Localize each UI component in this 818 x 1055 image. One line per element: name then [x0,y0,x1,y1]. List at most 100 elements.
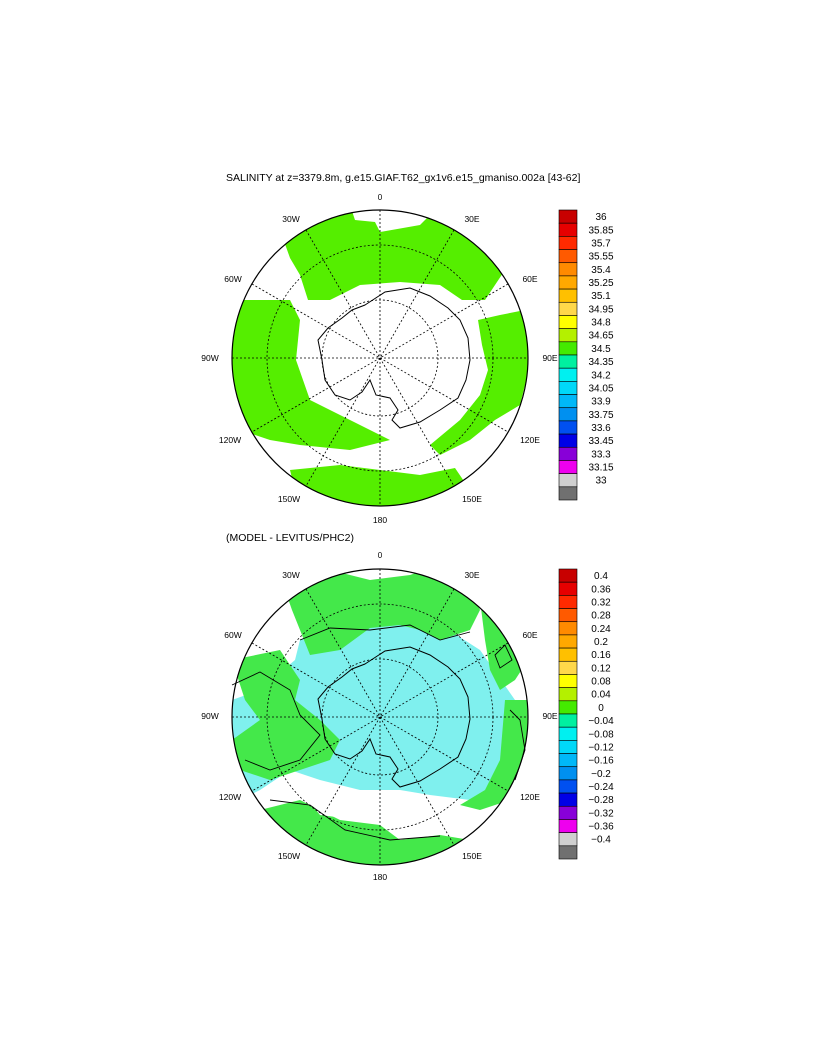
bottom-colorbar-label: −0.12 [588,742,614,753]
bottom-colorbar-label: 0 [598,703,604,714]
top-colorbar-swatch [558,354,578,369]
top-colorbar-label: 34.8 [591,318,611,329]
top-colorbar-label: 34.65 [588,331,613,342]
bottom-lon-label-180: 180 [373,872,387,882]
top-lon-label-180: 180 [373,515,387,525]
bottom-antarctica-coastline [317,646,471,788]
bottom-lon-label-0: 0 [378,551,383,560]
top-colorbar-swatch [558,407,578,422]
top-green-region-north [280,210,505,300]
bottom-colorbar-swatch [558,845,578,860]
top-colorbar-label: 34.5 [591,344,611,355]
top-title: SALINITY at z=3379.8m, g.e15.GIAF.T62_gx… [226,172,580,184]
top-lon-label-120e: 120E [520,435,540,445]
top-colorbar-label: 35.7 [591,238,611,249]
top-colorbar-label: 33.75 [588,410,613,421]
bottom-colorbar-swatch [558,753,578,768]
top-colorbar-swatch [558,209,578,224]
top-colorbar-label: 35.4 [591,265,611,276]
bottom-lon-label-90e: 90E [542,711,557,721]
top-colorbar-label: 36 [595,212,607,223]
top-antarctica-coastline [317,287,471,429]
top-graticule [232,210,528,506]
bottom-lon-label-60e: 60E [522,630,537,640]
top-lon-label-120w: 120W [219,435,241,445]
bottom-lon-label-30w: 30W [282,570,299,580]
bottom-colorbar-swatch [558,779,578,794]
top-colorbar-swatch [558,473,578,488]
top-colorbar-label: 34.05 [588,383,613,394]
bottom-colorbar-label: 0.36 [591,584,611,595]
top-colorbar-label: 33.45 [588,436,613,447]
top-colorbar-swatch [558,275,578,290]
bottom-colorbar-swatch [558,740,578,754]
bottom-green-region-southeast [460,700,528,810]
bottom-colorbar-swatch [558,713,578,728]
bottom-colorbar-swatch [558,805,578,820]
bottom-lon-label-120w: 120W [219,792,241,802]
bottom-colorbar-swatch [558,660,578,675]
bottom-contours [231,624,526,841]
bottom-title: (MODEL - LEVITUS/PHC2) [226,532,354,544]
bottom-colorbar-swatch [558,726,578,741]
top-colorbar-swatch [558,249,578,264]
top-colorbar-swatch [558,328,578,343]
top-lon-label-30e: 30E [464,214,479,224]
top-colorbar-label: 35.85 [588,225,613,236]
bottom-colorbar-label: 0.12 [591,663,611,674]
top-green-region-west [232,300,390,450]
top-colorbar-label: 33.9 [591,397,611,408]
top-colorbar-label: 34.35 [588,357,613,368]
bottom-colorbar: 0.4 0.36 0.32 0.28 0.24 0.2 0.16 0.12 0.08 0.04 0 −… [558,568,614,860]
bottom-map: 0 30E 60E 90E 120E 150E 180 150W 120W 90… [201,551,558,882]
top-colorbar-swatch [558,446,578,461]
bottom-lon-label-150e: 150E [462,851,482,861]
top-colorbar-swatch [558,262,578,277]
bottom-colorbar-label: 0.4 [594,571,608,582]
bottom-map-border [231,568,529,866]
bottom-colorbar-swatch [558,608,578,623]
bottom-colorbar-label: 0.16 [591,650,611,661]
top-colorbar-label: 33.6 [591,423,611,434]
bottom-colorbar-swatch [558,581,578,596]
bottom-colorbar-swatch [558,687,578,702]
top-colorbar-swatch [558,288,578,303]
top-colorbar-label: 34.2 [591,370,611,381]
bottom-lon-label-120e: 120E [520,792,540,802]
top-colorbar-label: 33.15 [588,463,613,474]
bottom-white-band [300,790,470,825]
top-colorbar-label: 35.25 [588,278,613,289]
top-lon-label-150e: 150E [462,494,482,504]
top-colorbar-swatch [558,236,578,250]
bottom-colorbar-swatch [558,595,578,609]
top-lon-label-60w: 60W [224,274,241,284]
top-colorbar: 36 35.85 35.7 35.55 35.4 35.25 35.1 34.95 34.8 34… [558,209,614,501]
bottom-lon-label-90w: 90W [201,711,218,721]
top-lon-label-90e: 90E [542,353,557,363]
top-colorbar-label: 34.95 [588,304,613,315]
top-colorbar-label: 35.1 [591,291,611,302]
top-lon-label-60e: 60E [522,274,537,284]
top-colorbar-swatch [558,381,578,395]
bottom-colorbar-swatch [558,700,578,715]
bottom-green-region-north [285,569,480,655]
bottom-colorbar-swatch [558,568,578,583]
bottom-colorbar-label: −0.32 [588,808,614,819]
bottom-colorbar-swatch [558,634,578,649]
bottom-colorbar-swatch [558,647,578,662]
bottom-lon-label-60w: 60W [224,630,241,640]
bottom-colorbar-label: 0.08 [591,677,611,688]
bottom-colorbar-swatch [558,792,578,807]
top-colorbar-label: 33.3 [591,449,611,460]
top-lon-label-150w: 150W [278,494,300,504]
top-lon-label-0: 0 [378,193,383,202]
bottom-colorbar-swatch [558,766,578,781]
top-map-border [231,209,529,507]
top-green-region-east [430,310,528,455]
bottom-colorbar-label: 0.04 [591,690,611,701]
top-colorbar-swatch [558,486,578,501]
top-lon-label-30w: 30W [282,214,299,224]
bottom-colorbar-swatch [558,674,578,688]
bottom-colorbar-label: 0.32 [591,597,611,608]
